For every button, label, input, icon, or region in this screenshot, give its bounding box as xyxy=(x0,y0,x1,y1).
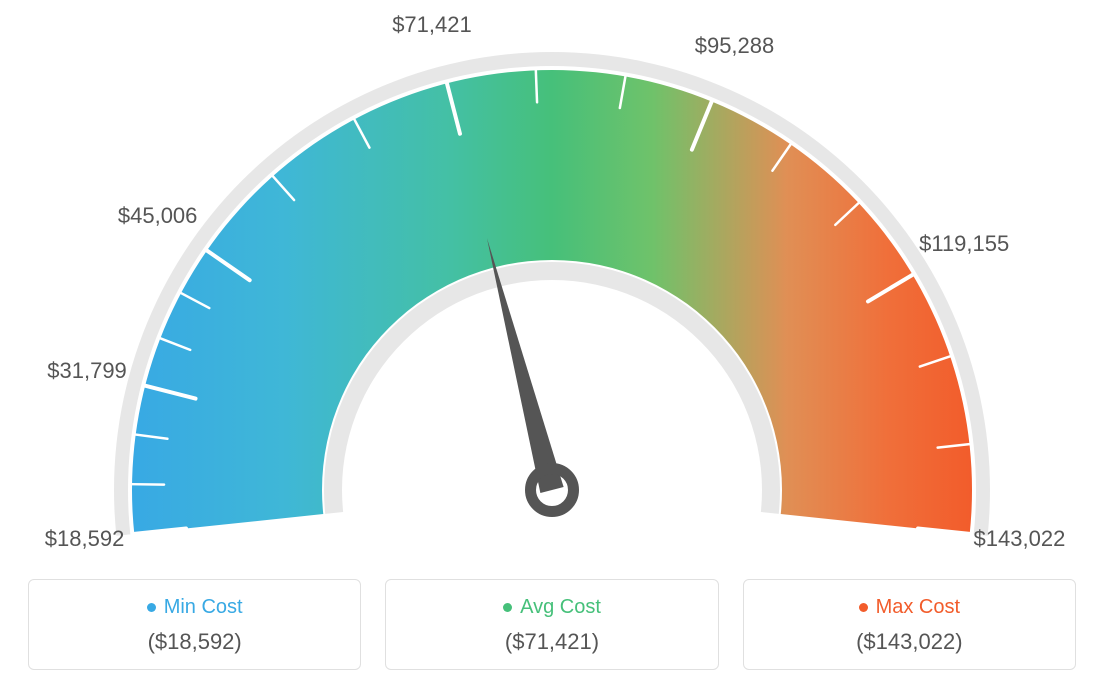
gauge-tick-label: $31,799 xyxy=(47,358,127,384)
gauge-tick-label: $119,155 xyxy=(919,231,1009,257)
gauge-tick-label: $95,288 xyxy=(695,33,775,59)
gauge-tick-label: $143,022 xyxy=(974,526,1066,552)
legend-value-min: ($18,592) xyxy=(39,629,350,655)
gauge-tick-label: $45,006 xyxy=(118,203,198,229)
legend-title-min: Min Cost xyxy=(147,596,243,619)
gauge-svg xyxy=(0,0,1104,560)
legend-card-avg: Avg Cost ($71,421) xyxy=(385,579,718,670)
gauge-tick-label: $18,592 xyxy=(45,526,125,552)
legend-card-min: Min Cost ($18,592) xyxy=(28,579,361,670)
legend-title-text: Avg Cost xyxy=(520,596,601,619)
legend-title-avg: Avg Cost xyxy=(503,596,601,619)
legend-title-text: Min Cost xyxy=(164,596,243,619)
legend-row: Min Cost ($18,592) Avg Cost ($71,421) Ma… xyxy=(0,579,1104,670)
gauge-tick-label: $71,421 xyxy=(392,12,472,38)
legend-title-max: Max Cost xyxy=(859,596,960,619)
legend-dot-min xyxy=(147,603,156,612)
legend-dot-avg xyxy=(503,603,512,612)
legend-value-max: ($143,022) xyxy=(754,629,1065,655)
legend-title-text: Max Cost xyxy=(876,596,960,619)
legend-card-max: Max Cost ($143,022) xyxy=(743,579,1076,670)
legend-dot-max xyxy=(859,603,868,612)
legend-value-avg: ($71,421) xyxy=(396,629,707,655)
gauge-chart: $18,592 $31,799 $45,006 $71,421 $95,288 $119,… xyxy=(0,0,1104,560)
